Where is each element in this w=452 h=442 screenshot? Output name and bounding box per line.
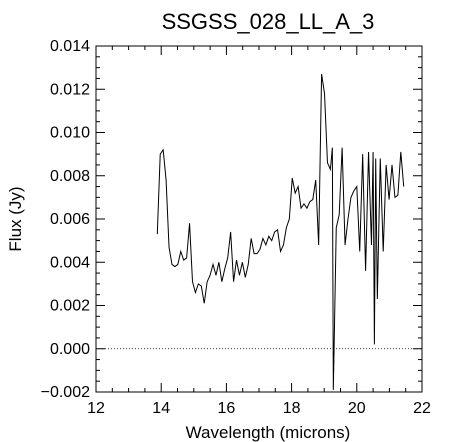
y-axis-label: Flux (Jy) [6,186,25,251]
chart-title: SSGSS_028_LL_A_3 [162,9,375,34]
y-tick-label: 0.006 [50,211,90,228]
x-tick-label: 16 [218,400,236,417]
x-tick-label: 14 [152,400,170,417]
y-tick-label: 0.008 [50,168,90,185]
flux-series-line [156,74,405,390]
y-tick-label: 0.002 [50,298,90,315]
y-tick-label: 0.000 [50,341,90,358]
y-tick-label: 0.004 [50,254,90,271]
y-tick-label: 0.014 [50,38,90,55]
y-tick-label: 0.012 [50,81,90,98]
x-tick-label: 22 [413,400,431,417]
x-tick-label: 20 [348,400,366,417]
x-tick-label: 12 [87,400,105,417]
x-tick-label: 18 [283,400,301,417]
y-tick-label: −0.002 [41,384,90,401]
x-axis-label: Wavelength (microns) [186,423,351,442]
axes: 12 14 16 18 20 22 −0.002 0.000 0.002 0.004 0.006 0.… [41,38,431,417]
y-tick-label: 0.010 [50,125,90,142]
